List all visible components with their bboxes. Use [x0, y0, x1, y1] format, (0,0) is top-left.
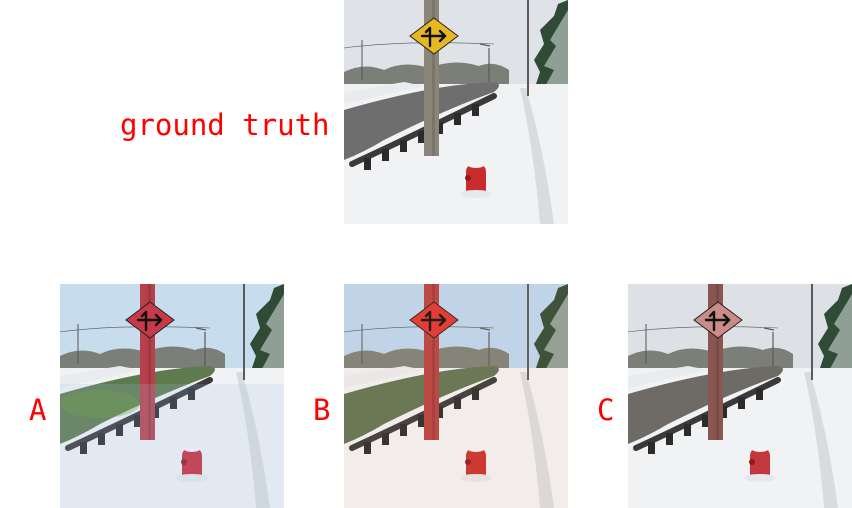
- color-tint-green: [60, 390, 140, 418]
- guard-rail-post: [400, 424, 407, 436]
- hydrant-snow-cap: [184, 446, 200, 452]
- hydrant-nozzle: [465, 459, 471, 465]
- guard-rail-post: [702, 415, 709, 427]
- tree-snow: [542, 10, 568, 96]
- power-line: [628, 326, 779, 333]
- street-light-arm: [479, 43, 491, 47]
- pole-shadow: [432, 284, 435, 440]
- guard-rail-post: [454, 397, 461, 409]
- color-tint: [344, 284, 568, 508]
- guard-rail-post: [436, 406, 443, 418]
- guard-rail-post: [382, 433, 389, 445]
- road: [60, 366, 215, 444]
- guard-rail-post: [134, 415, 141, 427]
- merge-arrow-icon: [420, 310, 447, 332]
- hydrant-base-snow: [460, 474, 492, 482]
- guard-rail-post: [364, 442, 371, 454]
- power-line: [344, 42, 495, 49]
- street-light-arm: [195, 327, 207, 331]
- snow-path: [520, 372, 554, 508]
- hydrant-snow-cap: [468, 162, 484, 168]
- option-a-image: [60, 284, 284, 508]
- guard-rail-post: [188, 388, 195, 400]
- pole-shadow: [148, 284, 151, 440]
- color-tint: [60, 384, 284, 508]
- road: [344, 82, 499, 160]
- guard-rail-post: [400, 140, 407, 152]
- pole-shadow: [432, 0, 435, 156]
- fire-hydrant: [466, 164, 486, 192]
- guard-rail-post: [80, 442, 87, 454]
- guard-rail-post: [418, 131, 425, 143]
- guard-rail-post: [418, 415, 425, 427]
- merge-arrow-icon: [704, 310, 731, 332]
- street-light-arm: [479, 327, 491, 331]
- tree-snow: [258, 294, 284, 380]
- pole-shadow: [716, 284, 719, 440]
- road: [344, 366, 499, 444]
- hydrant-base-snow: [460, 190, 492, 198]
- guard-rail-post: [364, 158, 371, 170]
- snow-bank: [60, 366, 140, 388]
- fire-hydrant: [750, 448, 770, 476]
- guard-rail-post: [98, 433, 105, 445]
- guard-rail-post: [382, 149, 389, 161]
- fire-hydrant: [182, 448, 202, 476]
- guard-rail-post: [666, 433, 673, 445]
- guard-rail-post: [116, 424, 123, 436]
- hydrant-base-snow: [744, 474, 776, 482]
- hydrant-base-snow: [176, 474, 208, 482]
- tree-snow: [542, 294, 568, 380]
- guard-rail-post: [472, 104, 479, 116]
- merge-arrow-icon: [420, 26, 447, 48]
- guard-rail-post: [756, 388, 763, 400]
- option-b-label: B: [313, 393, 331, 427]
- hydrant-nozzle: [749, 459, 755, 465]
- option-b-image: [344, 284, 568, 508]
- ground-truth-label: ground truth: [120, 108, 330, 142]
- option-c-image: [628, 284, 852, 508]
- guard-rail-post: [472, 388, 479, 400]
- hydrant-nozzle: [181, 459, 187, 465]
- fire-hydrant: [466, 448, 486, 476]
- guard-rail-post: [648, 442, 655, 454]
- hydrant-snow-cap: [468, 446, 484, 452]
- hydrant-snow-cap: [752, 446, 768, 452]
- snow-path: [236, 372, 270, 508]
- hydrant-nozzle: [465, 175, 471, 181]
- road: [628, 366, 783, 444]
- guard-rail-post: [152, 406, 159, 418]
- option-c-label: C: [597, 393, 615, 427]
- snow-path: [804, 372, 838, 508]
- snow-bank: [344, 366, 424, 388]
- snow-bank: [628, 366, 708, 388]
- option-a-label: A: [29, 393, 47, 427]
- guard-rail-post: [720, 406, 727, 418]
- merge-arrow-icon: [136, 310, 163, 332]
- snow-bank: [344, 82, 424, 104]
- ground-truth-image: [344, 0, 568, 224]
- guard-rail-post: [170, 397, 177, 409]
- guard-rail-post: [454, 113, 461, 125]
- snow-path: [520, 88, 554, 224]
- guard-rail-post: [684, 424, 691, 436]
- tree-snow: [826, 294, 852, 380]
- power-line: [344, 326, 495, 333]
- guard-rail-post: [436, 122, 443, 134]
- power-line: [60, 326, 211, 333]
- street-light-arm: [763, 327, 775, 331]
- guard-rail-post: [738, 397, 745, 409]
